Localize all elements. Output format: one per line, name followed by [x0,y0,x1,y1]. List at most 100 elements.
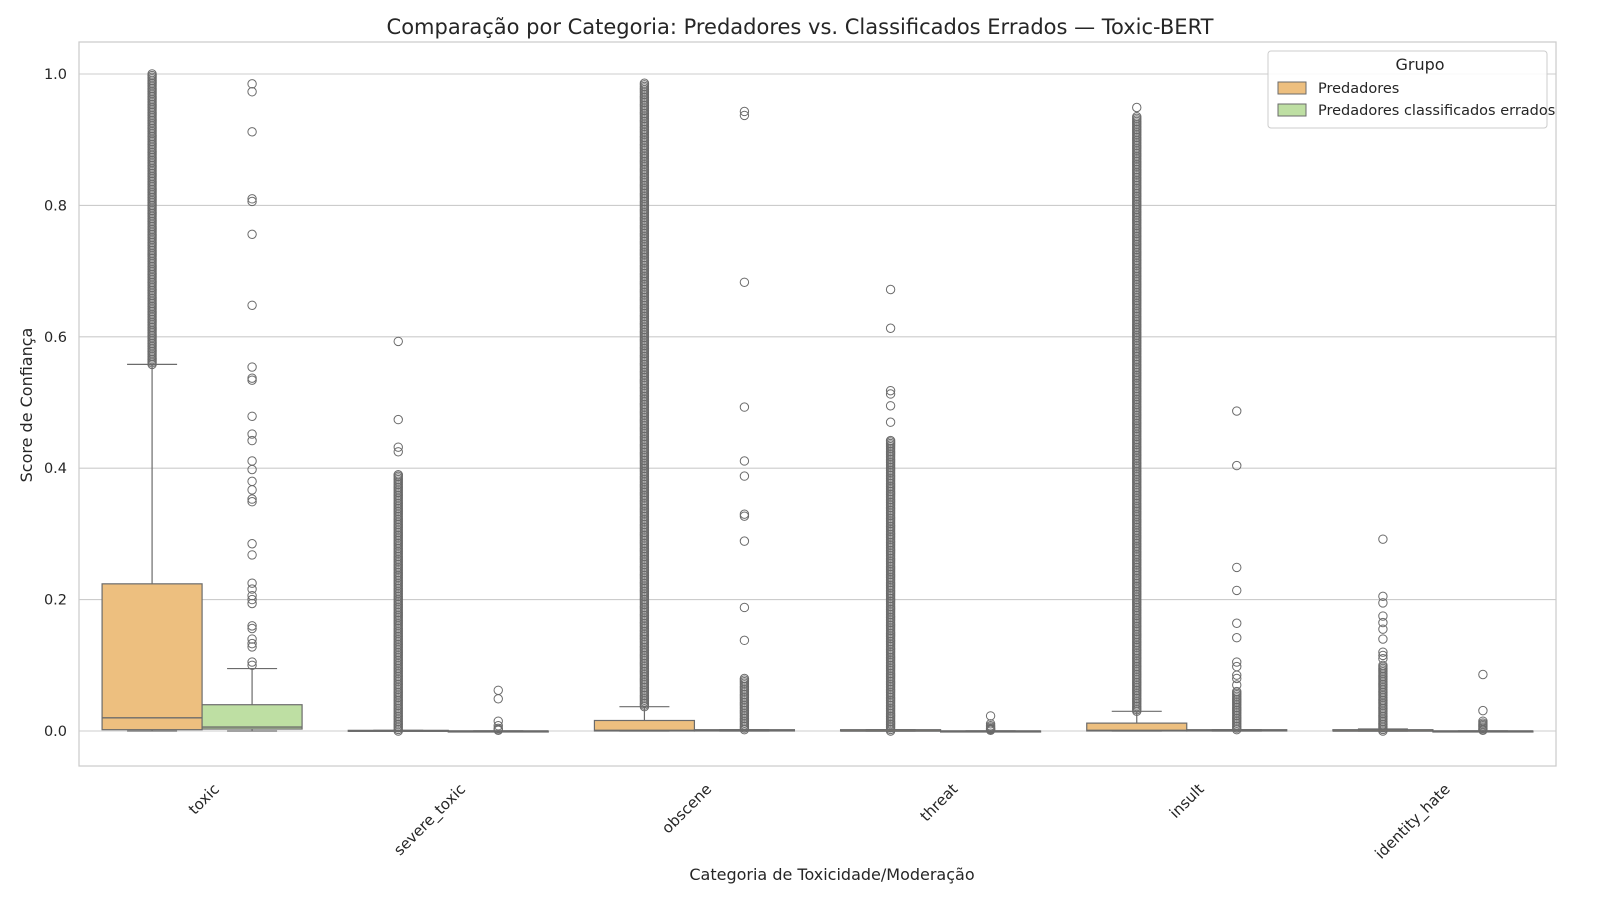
y-tick-label-0.2: 0.2 [44,593,67,609]
box-identity-hate-predadores-outlier-4 [1378,617,1388,628]
box-toxic-predadores-classificados-errados-outlier-9 [247,375,257,385]
box-obscene-predadores-classificados-errados-outlier-4 [739,456,750,466]
box-obscene-predadores-classificados-errados [693,106,796,735]
box-obscene-predadores-classificados-errados-outlier-10 [739,635,750,646]
box-insult-predadores-classificados-errados-outlier-0 [1232,406,1242,416]
legend-label-predadores: Predadores [1318,81,1399,97]
plot-frame [78,41,1557,767]
box-obscene-predadores [593,78,696,732]
box-insult-predadores-classificados-errados-outlier-9 [1232,673,1242,684]
legend-swatch-predadores [1277,81,1307,95]
box-insult-predadores [1086,102,1188,732]
y-axis-label: Score de Confiança [17,328,36,483]
legend-swatch-classificados-errados [1277,103,1307,117]
y-tick-label-0.8: 0.8 [44,198,67,214]
box-toxic-predadores-classificados-errados-outlier-17 [247,494,257,504]
box-insult-predadores-outlier-dense [1132,112,1142,122]
box-identity-hate-predadores-outlier-1 [1378,591,1388,602]
box-severe-toxic-predadores-classificados-errados-outlier-3 [493,721,503,731]
box-identity-hate-predadores-outlier-9 [1378,654,1388,664]
box-toxic-predadores-classificados-errados-outlier-14 [247,464,257,475]
box-obscene-predadores-classificados-errados-outlier-9 [739,602,750,613]
box-insult-predadores-outlier-0 [1132,102,1142,113]
box-toxic-predadores-classificados-errados-outlier-21 [247,578,257,588]
legend: Grupo Predadores Predadores classificado… [1267,50,1555,129]
gridlines [79,73,1556,732]
box-toxic-predadores-classificados-errados-outlier-4 [247,196,257,207]
box-threat-predadores-outlier-5 [885,417,896,427]
box-toxic-predadores-classificados-errados-outlier-20 [247,550,257,560]
box-severe-toxic-predadores-classificados-errados-outlier-1 [493,694,503,704]
box-insult-predadores-classificados-errados-outlier-dense [1232,686,1242,697]
box-severe-toxic-predadores-outlier-0 [393,336,403,347]
box-obscene-predadores-classificados-errados-outlier-8 [739,536,750,546]
box-toxic-predadores-classificados-errados-outlier-3 [247,194,257,204]
box-obscene-predadores-classificados-errados-outlier-5 [739,471,750,481]
box-toxic-predadores-classificados-errados-outlier-19 [247,539,257,549]
box-identity-hate-predadores-outlier-2 [1378,598,1388,608]
box-toxic-predadores-classificados-errados-outlier-16 [247,485,257,495]
box-toxic-predadores-classificados-errados-outlier-5 [247,229,257,240]
box-toxic-predadores-classificados-errados-outlier-29 [247,638,257,649]
legend-box [1267,50,1548,129]
box-toxic-predadores-classificados-errados-outlier-30 [247,642,257,652]
box-insult-predadores-classificados-errados-outlier-5 [1232,633,1242,643]
box-obscene-predadores-classificados-errados-outlier-3 [739,402,750,412]
box-toxic-predadores-classificados-errados-outlier-1 [247,87,257,97]
box-toxic-predadores-classificados-errados-outlier-7 [247,362,257,372]
box-toxic-predadores-outlier-dense [147,69,157,79]
box-severe-toxic-predadores-classificados-errados [447,685,549,736]
box-identity-hate-predadores-outlier-3 [1378,611,1388,621]
box-identity-hate-predadores-classificados-errados-outlier-1 [1478,705,1488,716]
box-obscene-predadores-classificados-errados-outlier-2 [739,277,750,287]
box-obscene-predadores-classificados-errados-outlier-0 [739,106,750,117]
box-insult-predadores-classificados-errados-outlier-10 [1232,680,1242,690]
box-identity-hate-predadores-outlier-7 [1378,647,1388,657]
box-toxic-predadores-classificados-errados-outlier-31 [247,657,257,667]
box-severe-toxic-predadores-outlier-3 [393,447,403,457]
box-toxic-predadores-classificados-errados-outlier-27 [247,623,257,634]
box-obscene-predadores-classificados-errados-outlier-dense [739,673,750,684]
box-toxic-predadores-classificados-errados-outlier-0 [247,79,257,89]
box-obscene-predadores-classificados-errados-outlier-1 [739,110,750,121]
box-insult-predadores-classificados-errados [1186,406,1288,735]
box-obscene-predadores-classificados-errados-outlier-7 [739,511,750,521]
chart-title: Comparação por Categoria: Predadores vs.… [387,15,1214,39]
y-tick-label-1.0: 1.0 [44,67,67,83]
box-severe-toxic-predadores-outlier-2 [393,442,403,452]
box-toxic-predadores-iqr [101,583,203,731]
box-insult-predadores-classificados-errados-outlier-1 [1232,460,1242,471]
y-axis-ticks: 0.0 0.2 0.4 0.6 0.8 1.0 [44,67,67,740]
box-insult-predadores-classificados-errados-outlier-3 [1232,585,1242,596]
box-identity-hate-predadores-outlier-0 [1378,534,1388,544]
y-tick-label-0.4: 0.4 [44,461,67,477]
box-threat-predadores-classificados-errados-outlier-0 [985,711,996,721]
box-identity-hate-predadores [1332,534,1434,736]
box-identity-hate-predadores-outlier-8 [1378,650,1388,661]
box-identity-hate-predadores-outlier-6 [1378,634,1388,644]
box-toxic-predadores-classificados-errados-outlier-18 [247,497,257,507]
box-insult-predadores-classificados-errados-outlier-2 [1232,562,1242,573]
box-severe-toxic-predadores [347,336,449,736]
box-identity-hate-predadores-classificados-errados [1432,669,1534,736]
legend-title: Grupo [1395,55,1444,74]
box-toxic-predadores-classificados-errados-outlier-24 [247,594,257,605]
box-toxic-predadores-classificados-errados-outlier-28 [247,634,257,644]
box-severe-toxic-predadores-outlier-1 [393,414,403,425]
box-toxic-predadores-classificados-errados-iqr [201,704,303,730]
x-axis-label: Categoria de Toxicidade/Moderação [689,865,974,884]
box-toxic-predadores-classificados-errados-outlier-2 [247,127,257,137]
box-threat-predadores-outlier-2 [885,385,896,396]
box-obscene-predadores-iqr [593,719,696,732]
box-toxic-predadores-classificados-errados-outlier-12 [247,435,257,446]
box-toxic-predadores-classificados-errados-outlier-22 [247,584,257,594]
box-toxic-predadores-classificados-errados-outlier-11 [247,429,257,439]
box-insult-predadores-classificados-errados-outlier-6 [1232,657,1242,667]
box-identity-hate-predadores-outlier-5 [1378,624,1388,634]
box-toxic-predadores-classificados-errados-outlier-23 [247,590,257,601]
box-toxic-predadores-classificados-errados-outlier-6 [247,300,257,310]
box-insult-predadores-classificados-errados-outlier-8 [1232,670,1242,680]
box-threat-predadores-outlier-6 [885,435,896,446]
